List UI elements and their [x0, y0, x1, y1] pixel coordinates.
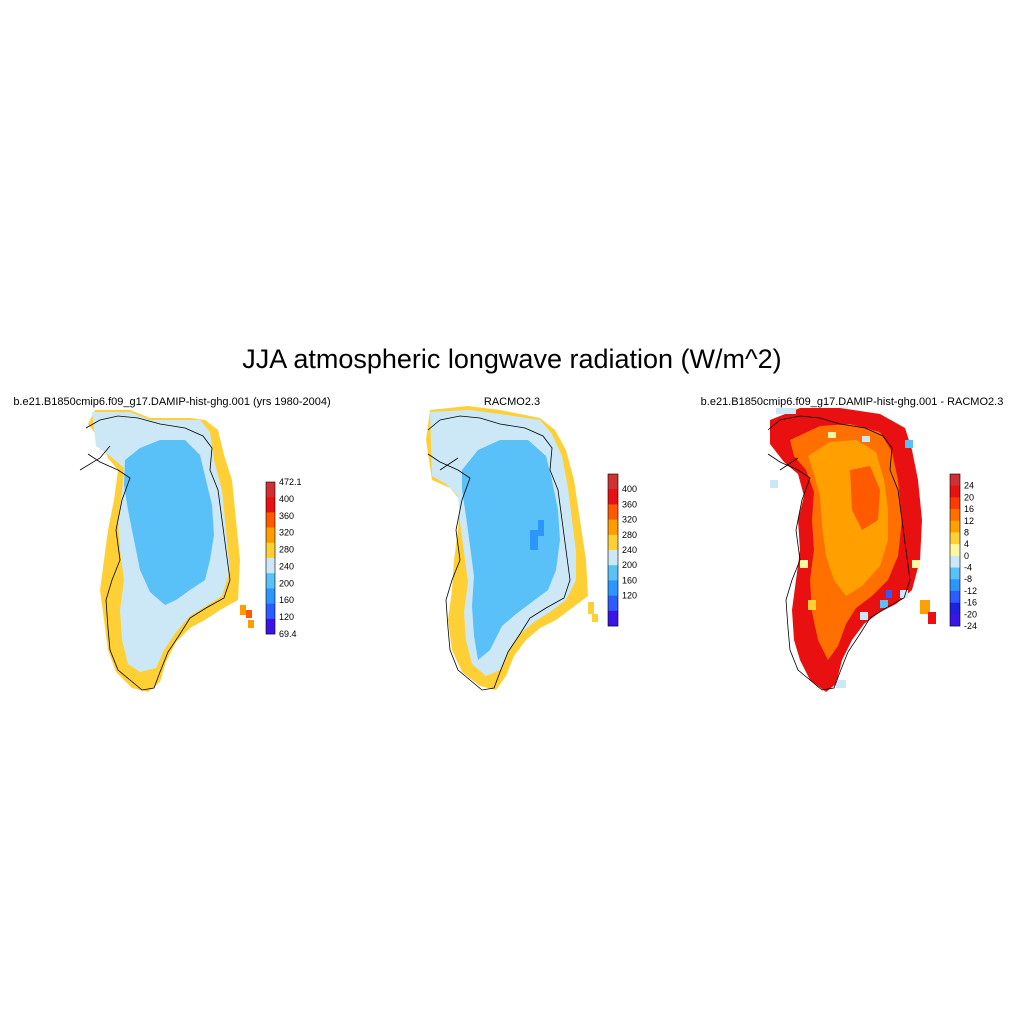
colorbar-label: 16 — [964, 504, 974, 514]
colorbar-swatch — [608, 580, 618, 596]
colorbar-swatch — [950, 497, 960, 510]
colorbar-swatch — [950, 555, 960, 568]
colorbar-label: 280 — [279, 545, 294, 555]
figure-title: JJA atmospheric longwave radiation (W/m^… — [242, 344, 782, 374]
colorbar-label: 120 — [622, 591, 637, 601]
colorbar-swatch — [608, 610, 618, 627]
panel-2-title: RACMO2.3 — [483, 396, 541, 408]
colorbar-label: 240 — [622, 545, 637, 555]
colorbar-label: -8 — [964, 574, 972, 584]
colorbar-swatch — [950, 474, 960, 486]
colorbar-swatch — [950, 509, 960, 522]
colorbar-swatch — [608, 595, 618, 612]
colorbar-swatch — [950, 614, 960, 627]
panel-1-title: b.e21.B1850cmip6.f09_g17.DAMIP-hist-ghg.… — [13, 396, 331, 408]
colorbar-swatch — [950, 544, 960, 557]
panel-3-map — [767, 408, 936, 692]
colorbar-swatch — [608, 474, 618, 490]
colorbar-swatch — [950, 485, 960, 498]
colorbar-label: -20 — [964, 609, 977, 619]
colorbar-label: 24 — [964, 481, 974, 491]
colorbar-label: 280 — [622, 530, 637, 540]
colorbar-label: 360 — [279, 511, 294, 521]
colorbar-label: 160 — [279, 595, 294, 605]
colorbar-swatch — [266, 588, 275, 604]
colorbar-label: 0 — [964, 551, 969, 561]
colorbar-label: 400 — [622, 484, 637, 494]
colorbar-swatch — [266, 482, 275, 498]
coastline — [427, 415, 571, 691]
panel-1-map — [79, 410, 254, 692]
colorbar-label: -4 — [964, 563, 972, 573]
colorbar-swatch — [950, 532, 960, 545]
colorbar-swatch — [266, 497, 275, 513]
colorbar-swatch — [950, 579, 960, 592]
panel-2-map — [426, 406, 598, 691]
colorbar-swatch — [950, 520, 960, 533]
colorbar-label: 360 — [622, 499, 637, 509]
colorbar-label: -24 — [964, 621, 977, 631]
colorbar-label: -16 — [964, 598, 977, 608]
colorbar-swatch — [608, 550, 618, 566]
coastline — [85, 415, 231, 691]
colorbar-label: -12 — [964, 586, 977, 596]
panel-2-colorbar: 400 360 320 280 240 200 160 120 — [607, 473, 637, 627]
colorbar-swatch — [266, 558, 275, 574]
colorbar-swatch — [266, 512, 275, 528]
colorbar-label: 200 — [279, 578, 294, 588]
colorbar-label: 240 — [279, 561, 294, 571]
colorbar-swatch — [950, 602, 960, 615]
panel-1-colorbar: 472.1 400 360 320 280 240 200 160 120 69.4 — [265, 477, 302, 639]
interior-zone — [124, 440, 214, 605]
colorbar-swatch — [608, 519, 618, 536]
colorbar-swatch — [266, 527, 275, 544]
colorbar-label: 160 — [622, 575, 637, 585]
colorbar-swatch — [266, 603, 275, 620]
colorbar-swatch — [266, 542, 275, 559]
panel-3-title: b.e21.B1850cmip6.f09_g17.DAMIP-hist-ghg.… — [700, 396, 1004, 408]
colorbar-label: 69.4 — [279, 629, 297, 639]
colorbar-label: 320 — [622, 515, 637, 525]
colorbar-label: 320 — [279, 528, 294, 538]
colorbar-label: 12 — [964, 516, 974, 526]
colorbar-swatch — [608, 534, 618, 551]
interior-zone — [462, 440, 560, 660]
colorbar-label: 8 — [964, 527, 969, 537]
colorbar-label: 20 — [964, 492, 974, 502]
colorbar-label: 200 — [622, 560, 637, 570]
colorbar-swatch — [266, 618, 275, 635]
colorbar-swatch — [608, 489, 618, 505]
colorbar-swatch — [608, 565, 618, 581]
colorbar-swatch — [608, 504, 618, 520]
coastline — [767, 415, 911, 691]
colorbar-label: 120 — [279, 612, 294, 622]
colorbar-label: 472.1 — [279, 477, 302, 487]
colorbar-swatch — [950, 590, 960, 603]
colorbar-swatch — [950, 567, 960, 580]
colorbar-label: 4 — [964, 539, 969, 549]
colorbar-swatch — [266, 573, 275, 589]
colorbar-label: 400 — [279, 494, 294, 504]
